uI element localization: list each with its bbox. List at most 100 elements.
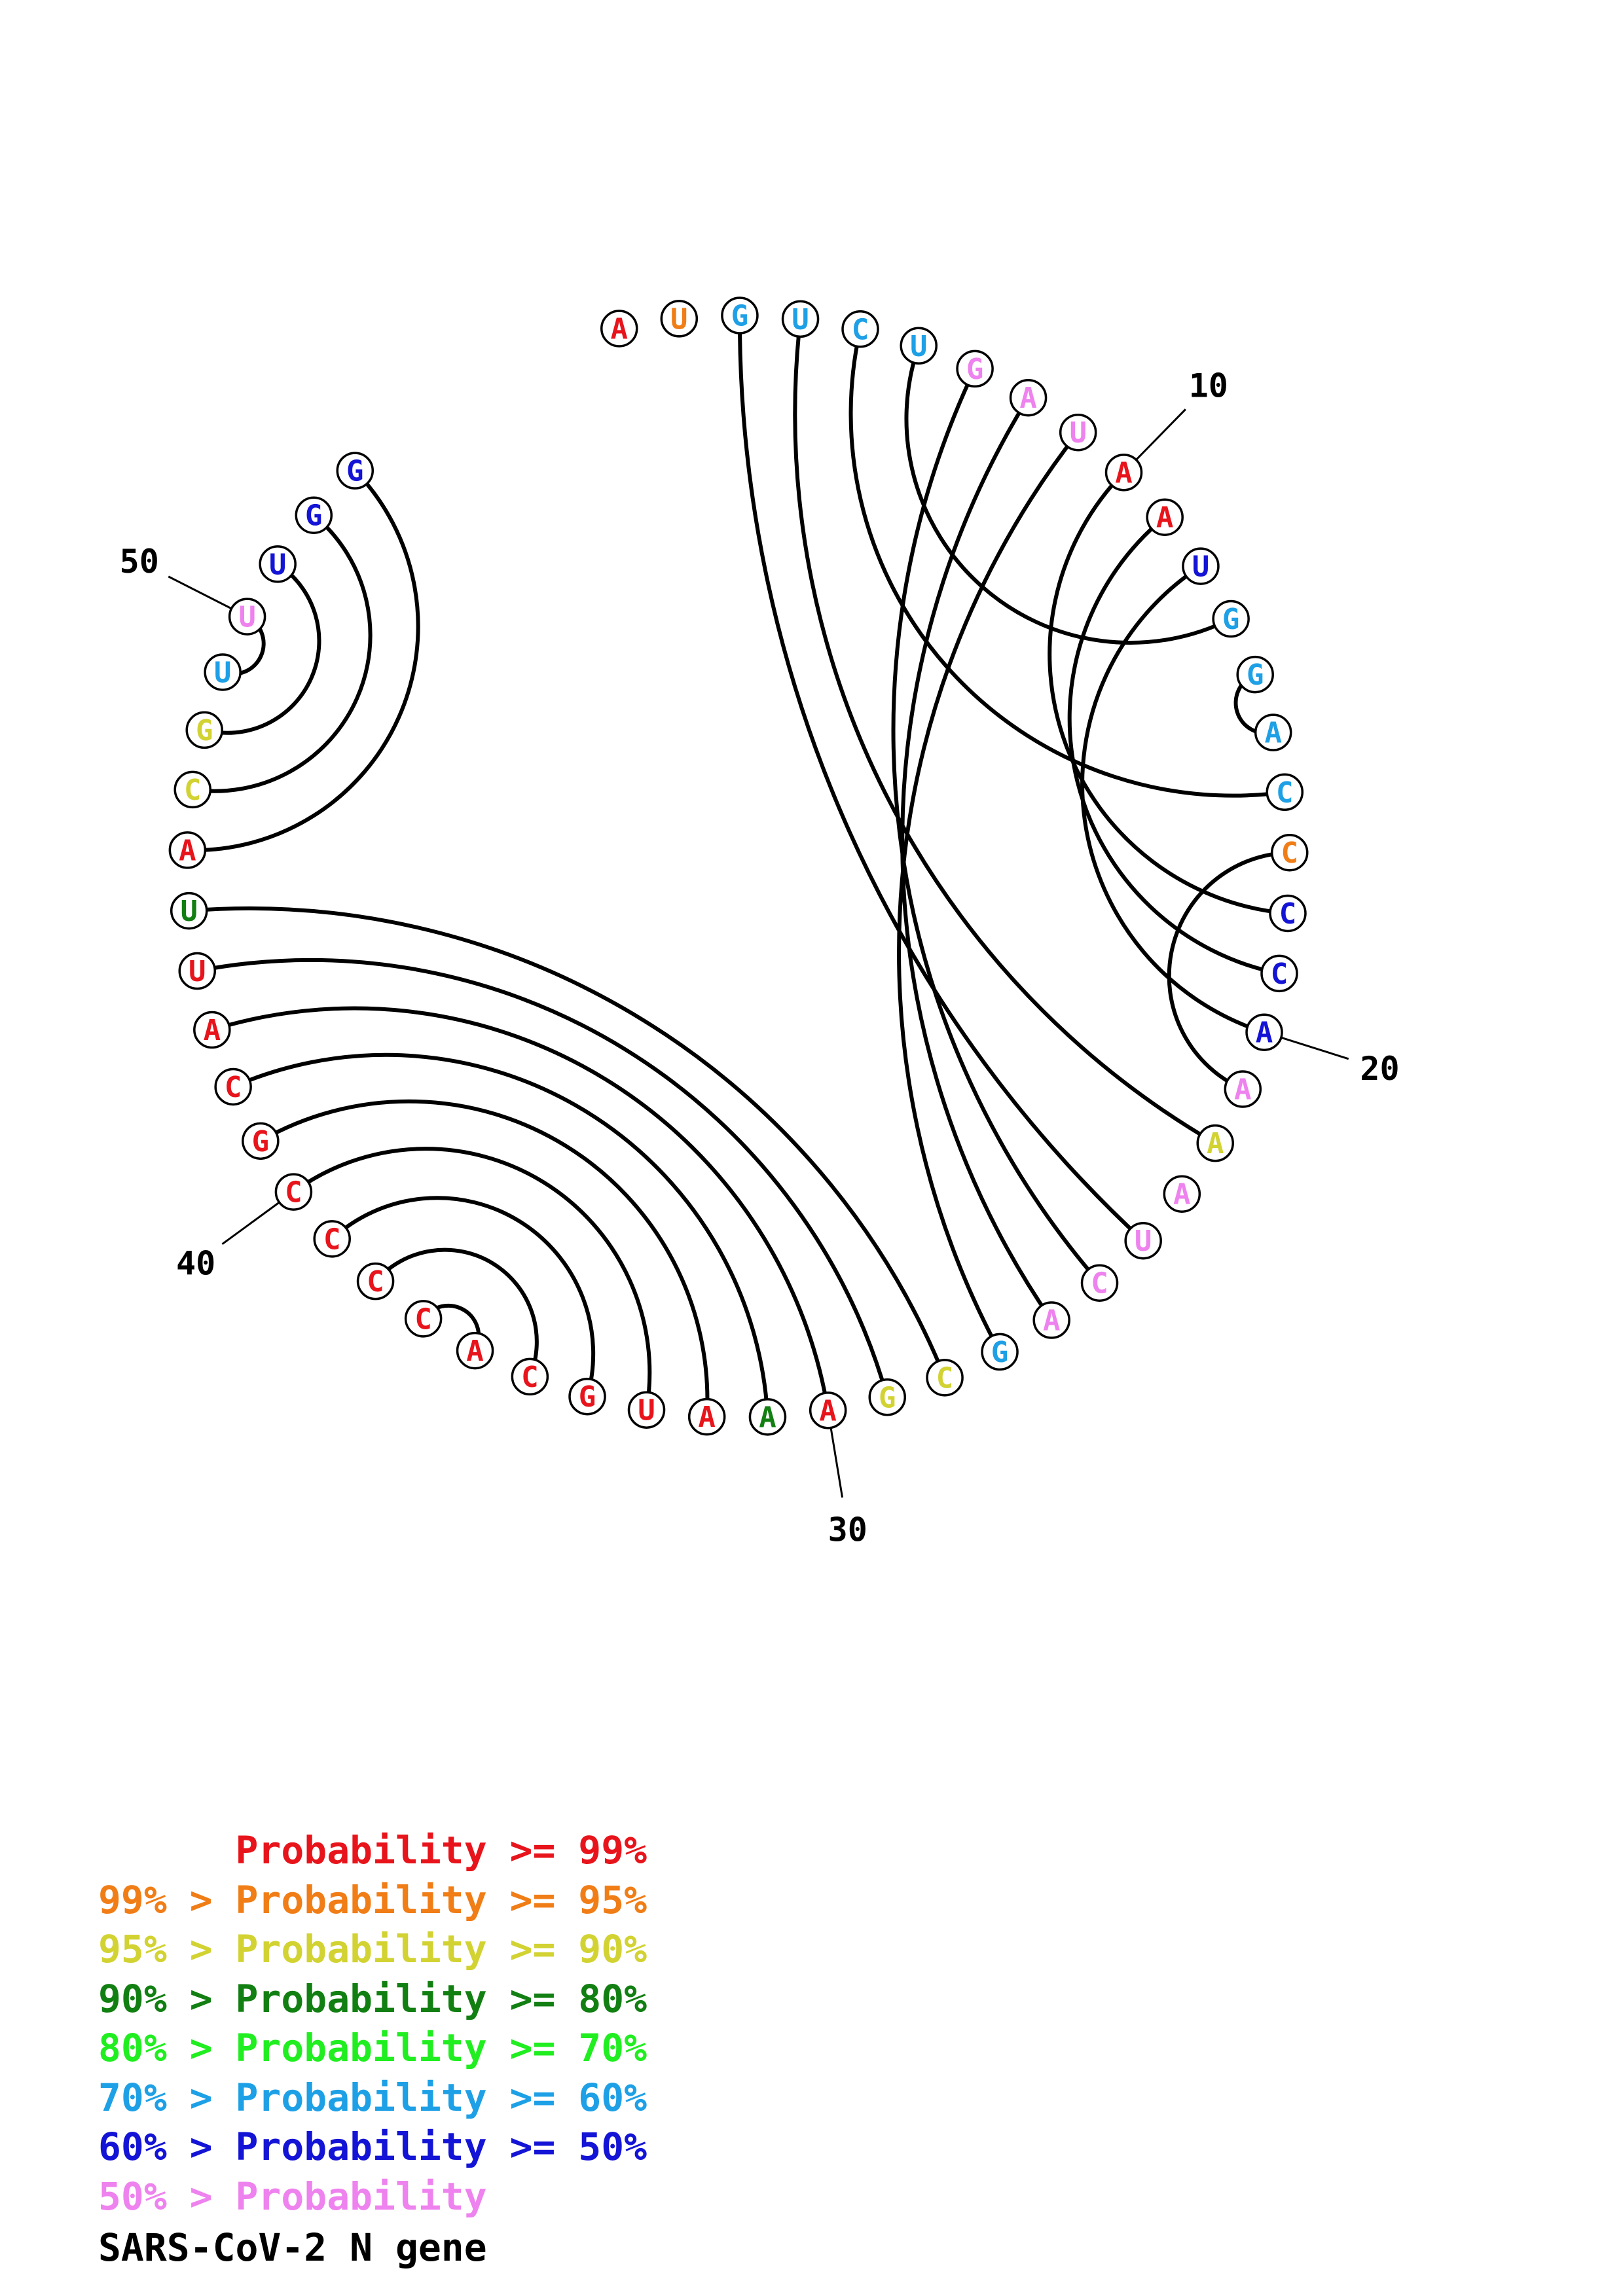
pair-arc-35-38 bbox=[374, 1247, 539, 1378]
legend-label: Probability >= 50% bbox=[235, 2125, 647, 2169]
nucleotide-circle-37 bbox=[404, 1300, 443, 1338]
nucleotide-circle-40 bbox=[274, 1173, 313, 1211]
nucleotide-letter-11: A bbox=[1156, 501, 1174, 535]
nucleotide-letter-22: A bbox=[1207, 1127, 1224, 1160]
nucleotide-letter-38: C bbox=[367, 1265, 384, 1299]
position-leader-30 bbox=[830, 1428, 844, 1498]
nucleotide-circle-41 bbox=[242, 1122, 280, 1160]
nucleotide-letter-30: A bbox=[819, 1394, 837, 1427]
legend-label: Probability >= 80% bbox=[235, 1976, 647, 2021]
nucleotide-circle-52 bbox=[295, 496, 333, 534]
pair-arc-9-27 bbox=[897, 431, 1080, 1353]
legend-prefix: 60% > bbox=[98, 2125, 236, 2169]
nucleotide-letter-31: A bbox=[759, 1401, 776, 1434]
nucleotide-letter-2: U bbox=[670, 302, 688, 336]
nucleotide-letter-10: A bbox=[1115, 456, 1133, 490]
nucleotide-circle-14 bbox=[1236, 655, 1274, 694]
nucleotide-letter-33: U bbox=[638, 1394, 655, 1427]
nucleotide-letter-15: A bbox=[1264, 717, 1282, 750]
nucleotide-letter-50: U bbox=[238, 601, 256, 634]
nucleotide-circle-29 bbox=[868, 1378, 906, 1416]
legend-label: Probability >= 95% bbox=[235, 1877, 647, 1922]
pair-arc-17-21 bbox=[1167, 850, 1290, 1091]
pair-arc-12-20 bbox=[1080, 564, 1265, 1035]
nucleotide-letter-28: C bbox=[936, 1361, 954, 1395]
nucleotide-circle-15 bbox=[1254, 713, 1292, 751]
position-label-40: 40 bbox=[176, 1244, 215, 1282]
nucleotide-1: A bbox=[600, 310, 638, 348]
legend-row-p95: 99% > Probability >= 95% bbox=[98, 1876, 647, 1926]
nucleotide-letter-17: C bbox=[1281, 836, 1298, 870]
nucleotide-circle-22 bbox=[1196, 1124, 1234, 1162]
nucleotide-letter-14: G bbox=[1247, 658, 1264, 692]
nucleotide-43: A bbox=[193, 1011, 231, 1049]
position-leader-20 bbox=[1281, 1037, 1349, 1060]
nucleotide-13: G bbox=[1212, 600, 1250, 638]
position-leader-40 bbox=[221, 1202, 280, 1246]
nucleotide-letter-8: A bbox=[1019, 382, 1037, 415]
nucleotides: A U G U C UGAUAAUGGACCCCAAAAUCAGCGAAAUGCACCCC… bbox=[168, 296, 1309, 1436]
nucleotide-circle-20 bbox=[1245, 1013, 1283, 1051]
nucleotide-42: C bbox=[214, 1067, 252, 1106]
pair-arc-8-26 bbox=[900, 397, 1053, 1321]
position-label-50: 50 bbox=[120, 543, 159, 581]
legend-label: Probability >= 99% bbox=[235, 1828, 647, 1873]
nucleotide-19: C bbox=[1260, 954, 1298, 993]
legend-row-p50: 60% > Probability >= 50% bbox=[98, 2123, 647, 2172]
nucleotide-circle-39 bbox=[313, 1220, 351, 1258]
nucleotide-34: G bbox=[568, 1377, 606, 1416]
nucleotide-23: A bbox=[1163, 1175, 1201, 1213]
nucleotide-circle-24 bbox=[1124, 1221, 1162, 1260]
legend-prefix: 70% > bbox=[98, 2075, 236, 2120]
nucleotide-12: U bbox=[1182, 547, 1220, 585]
nucleotide-circle-26 bbox=[1032, 1301, 1070, 1339]
nucleotide-circle-36 bbox=[456, 1331, 494, 1370]
legend-row-p60: 70% > Probability >= 60% bbox=[98, 2073, 647, 2123]
nucleotide-letter-24: U bbox=[1135, 1225, 1152, 1258]
nucleotide-36: A bbox=[456, 1331, 494, 1370]
nucleotide-circle-12 bbox=[1182, 547, 1220, 585]
position-labels: 10 20 30 40 50 bbox=[120, 367, 1400, 1549]
nucleotide-circle-30 bbox=[809, 1391, 847, 1429]
nucleotide-20: A bbox=[1245, 1013, 1283, 1051]
nucleotide-35: C bbox=[511, 1357, 549, 1396]
nucleotide-circle-49 bbox=[204, 653, 242, 691]
pair-arc-6-13 bbox=[904, 345, 1232, 645]
nucleotide-4: U bbox=[781, 300, 820, 338]
nucleotide-circle-13 bbox=[1212, 600, 1250, 638]
nucleotide-circle-43 bbox=[193, 1011, 231, 1049]
nucleotide-51: U bbox=[259, 545, 297, 583]
nucleotide-circle-1 bbox=[600, 310, 638, 348]
nucleotide-circle-34 bbox=[568, 1377, 606, 1416]
nucleotide-letter-3: G bbox=[731, 300, 749, 333]
nucleotide-44: U bbox=[178, 952, 216, 990]
nucleotide-48: G bbox=[185, 711, 223, 749]
pair-arc-28-45 bbox=[189, 906, 947, 1378]
legend-prefix: 50% > bbox=[98, 2174, 236, 2219]
nucleotide-circle-10 bbox=[1104, 454, 1143, 492]
nucleotide-50: U bbox=[228, 598, 266, 636]
nucleotide-letter-4: U bbox=[792, 303, 809, 336]
nucleotide-circle-18 bbox=[1269, 894, 1307, 933]
nucleotide-circle-2 bbox=[660, 300, 699, 338]
pair-arc-29-44 bbox=[196, 958, 890, 1398]
nucleotide-letter-44: U bbox=[189, 955, 206, 988]
position-label-10: 10 bbox=[1189, 367, 1228, 405]
nucleotide-5: C bbox=[841, 310, 879, 348]
nucleotide-letter-39: C bbox=[323, 1223, 341, 1256]
nucleotide-letter-52: G bbox=[305, 499, 323, 533]
nucleotide-letter-1: A bbox=[611, 312, 629, 346]
nucleotide-letter-40: C bbox=[285, 1176, 302, 1210]
nucleotide-letter-5: C bbox=[852, 313, 869, 346]
nucleotide-letter-45: U bbox=[180, 895, 198, 928]
nucleotide-letter-20: A bbox=[1256, 1016, 1273, 1050]
nucleotide-circle-21 bbox=[1224, 1070, 1262, 1108]
nucleotide-letter-51: U bbox=[269, 548, 287, 581]
pair-arc-31-42 bbox=[232, 1052, 770, 1417]
nucleotide-circle-33 bbox=[627, 1391, 666, 1429]
pair-arc-33-40 bbox=[292, 1147, 652, 1410]
nucleotide-letter-16: C bbox=[1276, 776, 1294, 810]
nucleotide-letter-49: U bbox=[214, 656, 232, 689]
legend-row-p70: 80% > Probability >= 70% bbox=[98, 2024, 647, 2073]
